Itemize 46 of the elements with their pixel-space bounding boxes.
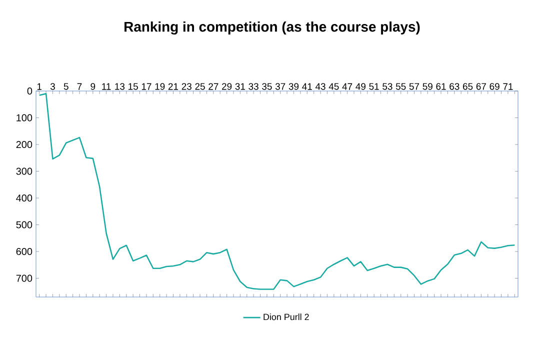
y-tick-label: 500 <box>16 221 32 228</box>
x-tick-label: 41 <box>302 83 312 90</box>
x-tick-label: 7 <box>77 83 82 90</box>
x-tick-label: 51 <box>369 83 379 90</box>
x-tick-label: 69 <box>490 83 500 90</box>
x-tick-label: 33 <box>248 83 258 90</box>
x-tick-label: 29 <box>222 83 232 90</box>
x-tick-label: 31 <box>235 83 245 90</box>
x-tick-label: 37 <box>275 83 286 90</box>
x-tick-label: 23 <box>182 83 192 90</box>
x-tick-label: 19 <box>155 83 165 90</box>
x-tick-label: 49 <box>356 83 366 90</box>
x-tick-label: 21 <box>168 83 178 90</box>
x-tick-label: 53 <box>382 83 392 90</box>
x-tick-label: 25 <box>195 83 205 90</box>
x-tick-label: 27 <box>208 83 218 90</box>
x-tick-label: 17 <box>142 83 152 90</box>
y-tick-label: 600 <box>16 248 32 256</box>
x-tick-label: 3 <box>50 83 55 90</box>
x-tick-label: 5 <box>64 83 68 90</box>
x-tick-label: 65 <box>463 83 473 90</box>
x-tick-label: 45 <box>328 83 339 90</box>
x-tick-label: 47 <box>342 83 352 90</box>
y-tick-label: 300 <box>16 168 32 175</box>
x-tick-label: 59 <box>422 83 432 90</box>
x-tick-label: 9 <box>90 83 96 90</box>
y-tick-label: 200 <box>16 140 32 148</box>
chart-title: Ranking in competition (as the course plays) <box>124 21 420 35</box>
x-tick-label: 35 <box>262 83 272 90</box>
y-tick-label: 700 <box>16 274 32 282</box>
x-tick-label: 11 <box>102 83 111 90</box>
x-tick-label: 67 <box>476 83 486 90</box>
x-tick-label: 1 <box>37 83 42 90</box>
x-tick-label: 61 <box>436 83 446 90</box>
x-tick-label: 15 <box>128 83 138 90</box>
x-tick-label: 57 <box>409 83 420 90</box>
y-tick-label: 0 <box>27 87 32 95</box>
x-tick-label: 13 <box>115 83 125 90</box>
x-tick-label: 39 <box>288 83 299 90</box>
x-tick-label: 55 <box>396 83 406 90</box>
y-tick-label: 100 <box>16 114 32 122</box>
legend-label: Dion Purll 2 <box>264 314 309 320</box>
x-tick-label: 43 <box>315 83 326 90</box>
x-tick-label: 71 <box>503 83 513 90</box>
x-tick-label: 63 <box>450 83 460 90</box>
y-tick-label: 400 <box>16 194 32 202</box>
